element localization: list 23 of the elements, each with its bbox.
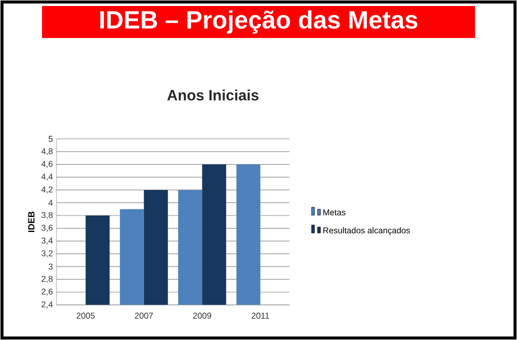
y-tick-label: 4,2 (41, 186, 53, 194)
x-tick-label: 2007 (134, 312, 153, 319)
y-tick-label: 3,4 (42, 238, 53, 245)
y-tick-label: 3 (48, 264, 53, 270)
y-tick-label: 2,8 (42, 276, 53, 283)
y-tick-label: 3,6 (42, 224, 53, 232)
y-tick-label: 2,6 (42, 288, 53, 296)
legend-label: Metas (323, 209, 346, 216)
y-tick-label: 4,8 (41, 148, 53, 156)
legend-label: Resultados alcançados (323, 227, 410, 236)
x-tick-label: 2009 (193, 312, 212, 319)
y-tick-label: 4,6 (41, 160, 53, 168)
chart-subtitle: Anos Iniciais (167, 90, 258, 100)
y-tick-label: 5 (48, 136, 53, 142)
y-tick-label: 4 (48, 200, 53, 206)
chart-title: IDEB – Projeção das Metas (100, 10, 418, 34)
x-tick-label: 2011 (252, 312, 270, 319)
y-tick-label: 4,4 (41, 174, 53, 181)
y-tick-label: 3,8 (42, 212, 53, 219)
x-tick-label: 2005 (76, 312, 95, 319)
y-tick-label: 2,4 (42, 301, 53, 308)
y-tick-label: 3,2 (42, 250, 53, 258)
y-axis-title: IDEB (28, 212, 34, 232)
